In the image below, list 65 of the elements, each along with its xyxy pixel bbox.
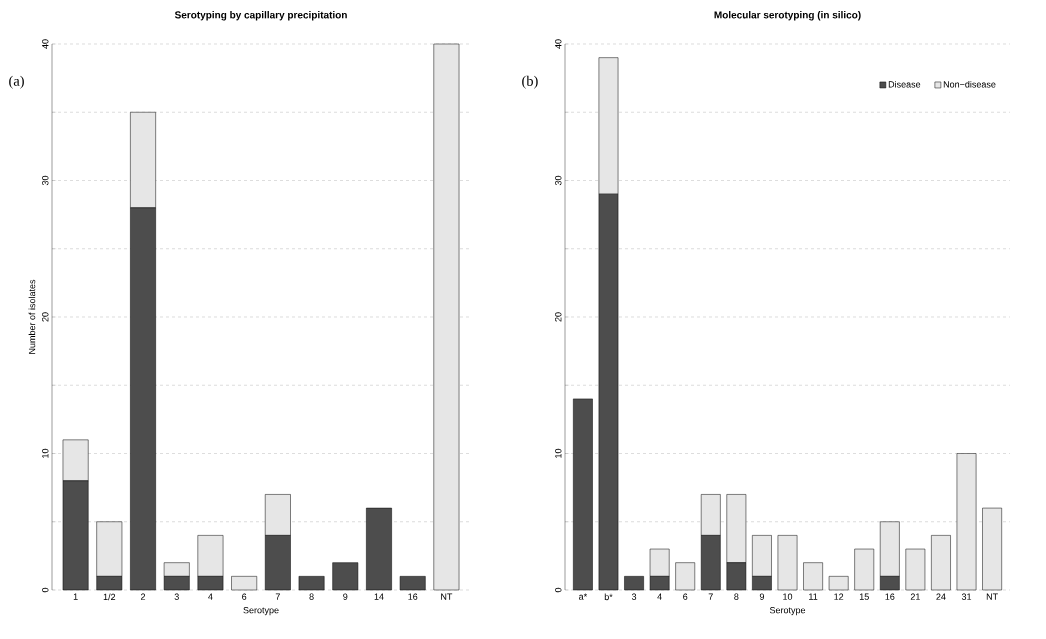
y-tick-label: 20 xyxy=(555,312,562,322)
bar xyxy=(803,562,823,591)
bar xyxy=(982,507,1002,591)
y-tick-label: 40 xyxy=(555,39,562,49)
y-tick-label: 20 xyxy=(42,312,49,322)
x-tick-label: 4 xyxy=(208,593,213,600)
x-tick-label: 7 xyxy=(275,593,280,600)
bar xyxy=(854,548,875,591)
y-tick-label: 10 xyxy=(42,448,49,458)
y-tick-label: 0 xyxy=(42,587,49,593)
text: (b) xyxy=(522,75,538,89)
x-tick-label: NT xyxy=(986,593,998,600)
x-tick-label: 1/2 xyxy=(103,593,116,601)
x-tick-label: 6 xyxy=(683,593,688,600)
x-tick-label: 11 xyxy=(809,593,818,600)
x-axis-title: Serotype xyxy=(243,606,279,616)
bar xyxy=(931,535,951,591)
x-tick-label: 12 xyxy=(834,593,844,600)
bar xyxy=(231,576,258,591)
y-tick-label: 40 xyxy=(42,39,49,49)
x-tick-label: 24 xyxy=(936,593,946,600)
y-tick-label: 10 xyxy=(555,448,562,458)
bar xyxy=(675,562,696,591)
x-tick-label: a* xyxy=(579,593,588,600)
y-tick-label: 30 xyxy=(555,175,562,186)
x-tick-label: 21 xyxy=(910,593,920,600)
x-tick-label: 14 xyxy=(374,593,384,600)
bar xyxy=(624,576,644,591)
x-tick-label: 6 xyxy=(242,593,247,600)
y-tick-label: 0 xyxy=(555,587,562,593)
x-axis-title: Serotype xyxy=(769,606,806,616)
bar xyxy=(905,548,926,591)
bar xyxy=(828,576,849,591)
bar xyxy=(399,576,426,591)
x-tick-label: 2 xyxy=(140,593,146,600)
x-tick-label: 7 xyxy=(708,593,713,600)
x-tick-label: 31 xyxy=(961,593,972,600)
bar xyxy=(777,535,798,591)
x-tick-label: 9 xyxy=(759,593,765,600)
legend-label: Non−disease xyxy=(943,80,996,88)
bar xyxy=(298,576,325,591)
x-tick-label: 15 xyxy=(859,593,869,600)
bar xyxy=(366,507,392,591)
x-tick-label: 8 xyxy=(734,593,739,600)
bar xyxy=(433,43,460,591)
x-tick-label: 1 xyxy=(73,593,78,600)
x-tick-label: 9 xyxy=(343,593,348,600)
x-tick-label: 3 xyxy=(174,593,179,600)
y-axis-title: Number of isolates xyxy=(28,279,36,354)
text: (a) xyxy=(9,75,24,89)
x-tick-label: NT xyxy=(441,593,453,600)
x-tick-label: 16 xyxy=(408,593,418,600)
bar xyxy=(573,398,593,591)
bar xyxy=(332,562,359,591)
x-tick-label: 3 xyxy=(631,593,637,600)
y-tick-label: 30 xyxy=(42,175,49,186)
legend-label: Disease xyxy=(888,80,921,88)
x-tick-label: 10 xyxy=(783,593,793,600)
x-tick-label: 16 xyxy=(885,593,895,600)
chart-title: Serotyping by capillary precipitation xyxy=(174,11,347,21)
chart-title: Molecular serotyping (in silico) xyxy=(714,11,861,21)
x-tick-label: 8 xyxy=(309,593,314,600)
x-tick-label: 4 xyxy=(657,593,662,600)
bar xyxy=(956,453,977,591)
x-tick-label: b* xyxy=(604,593,613,601)
